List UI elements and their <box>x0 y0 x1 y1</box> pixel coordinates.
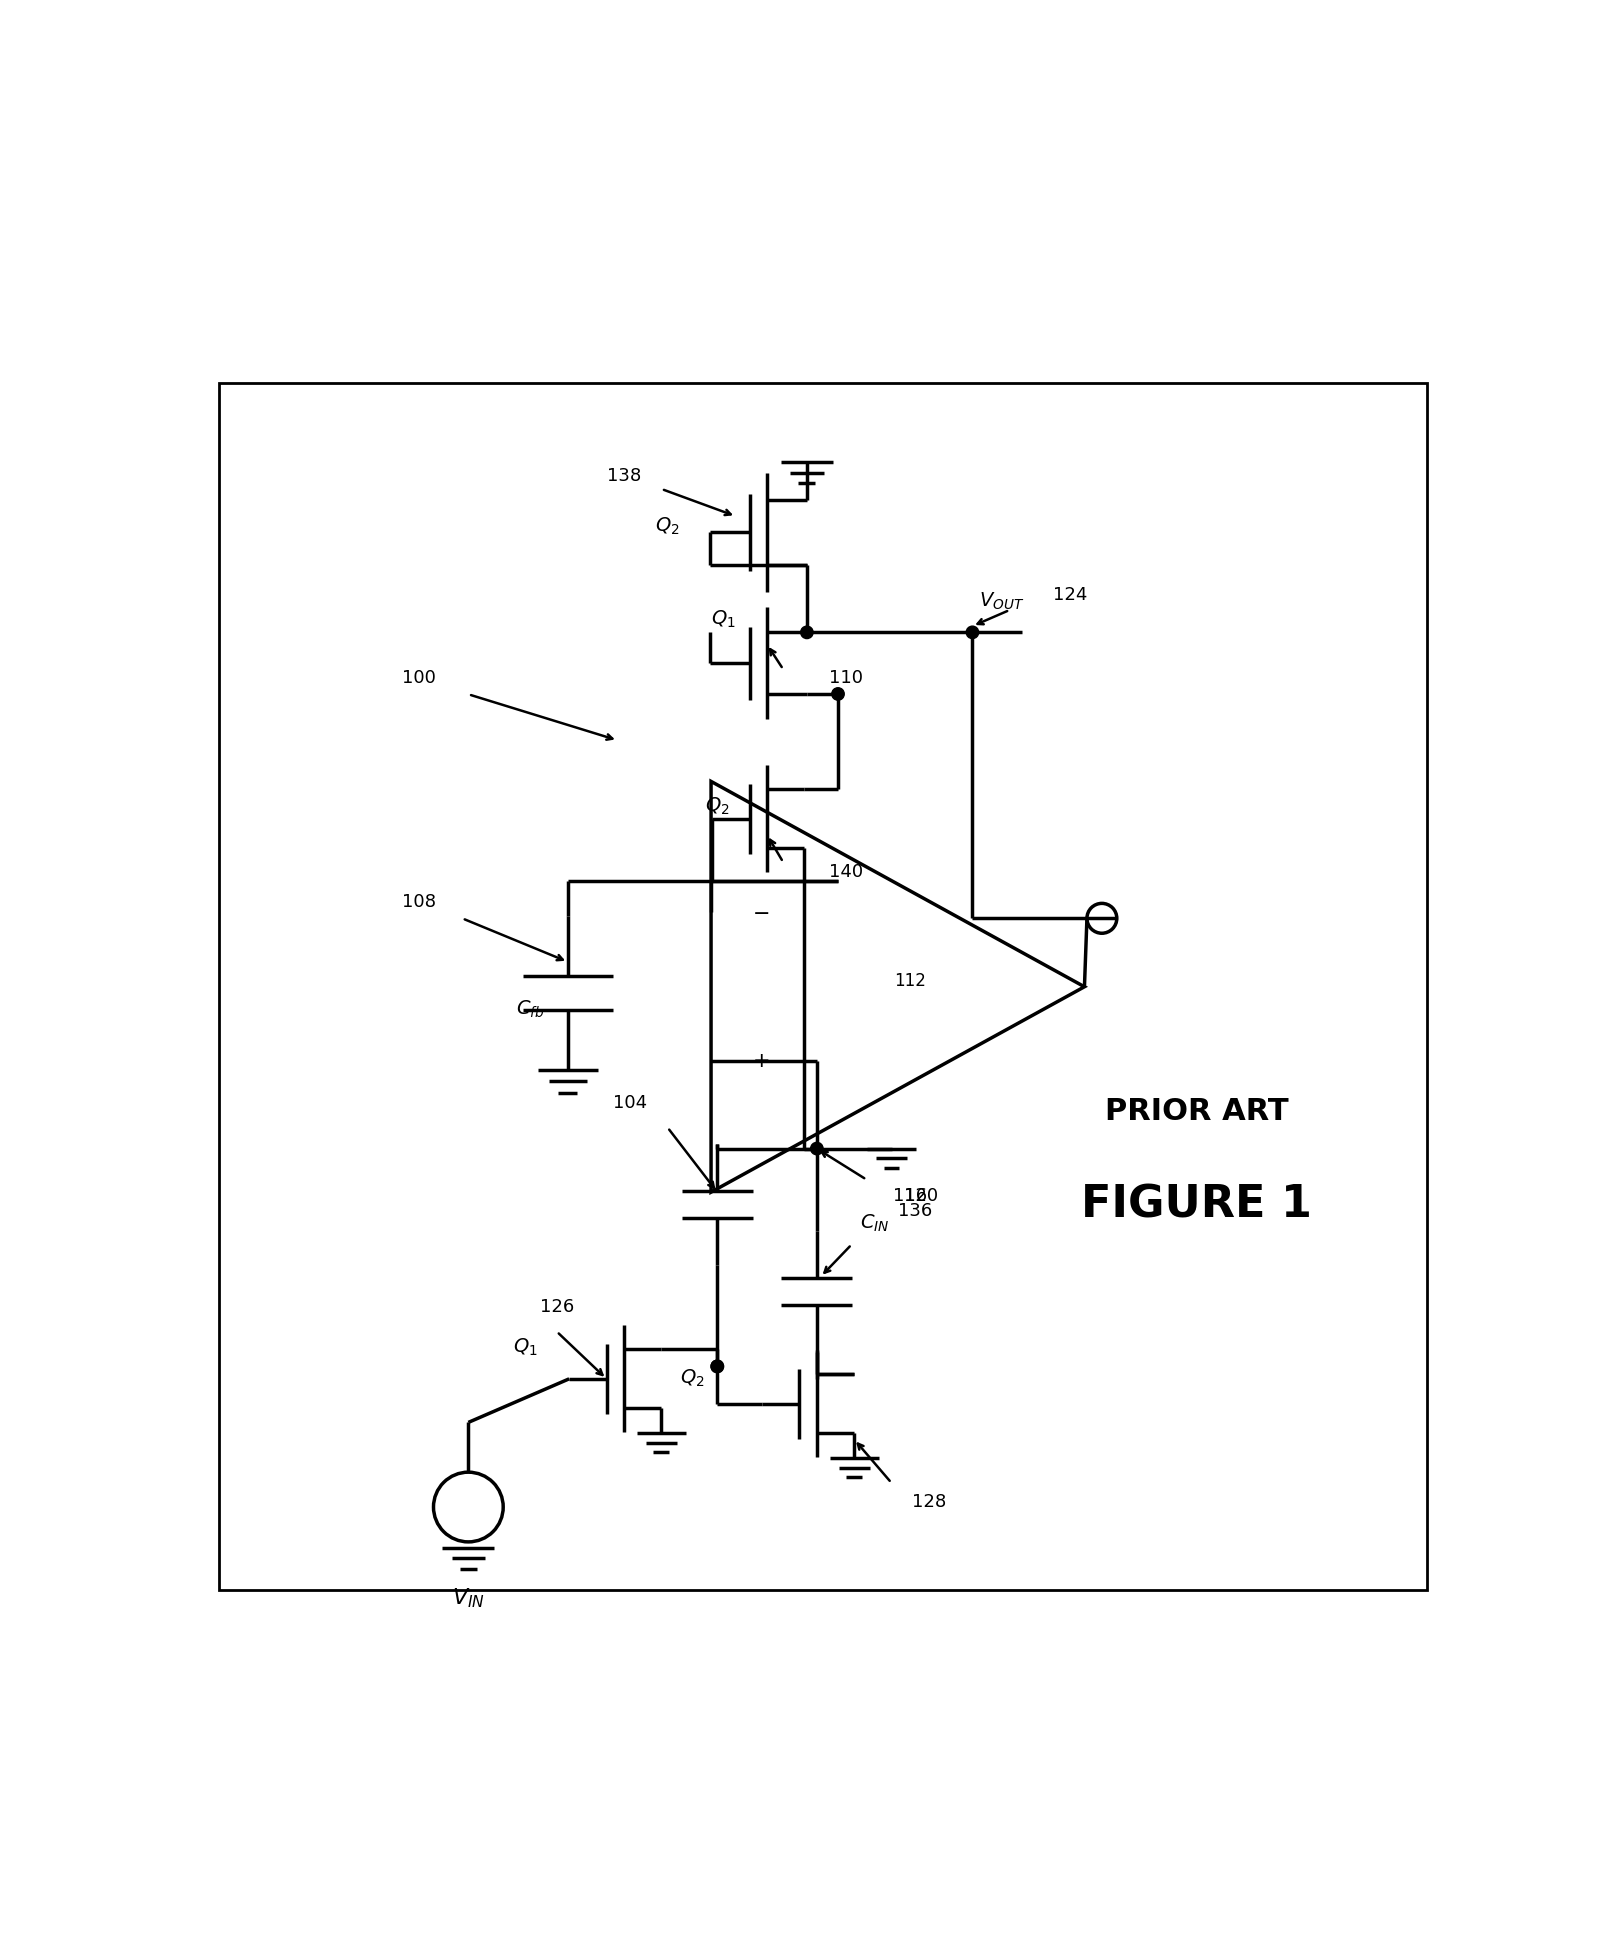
Text: 140: 140 <box>828 864 863 881</box>
Text: $C_{IN}$: $C_{IN}$ <box>860 1213 889 1233</box>
Text: $Q_2$: $Q_2$ <box>655 516 679 537</box>
Text: $C_{fb}$: $C_{fb}$ <box>515 998 544 1020</box>
Text: $V_{IN}$: $V_{IN}$ <box>451 1587 485 1610</box>
Circle shape <box>831 688 844 700</box>
Text: 138: 138 <box>607 467 640 485</box>
Text: 100: 100 <box>401 668 435 688</box>
Text: PRIOR ART: PRIOR ART <box>1104 1096 1287 1126</box>
Text: $Q_1$: $Q_1$ <box>514 1337 538 1358</box>
Text: 110: 110 <box>828 668 863 688</box>
Circle shape <box>801 625 812 639</box>
Text: FIGURE 1: FIGURE 1 <box>1080 1182 1311 1225</box>
Text: $-$: $-$ <box>751 903 769 922</box>
Text: 108: 108 <box>401 893 435 911</box>
Text: $V_{OUT}$: $V_{OUT}$ <box>977 590 1024 612</box>
Circle shape <box>711 1360 722 1372</box>
Text: $Q_2$: $Q_2$ <box>679 1368 705 1389</box>
Text: 104: 104 <box>613 1094 647 1112</box>
Text: 128: 128 <box>912 1493 945 1510</box>
Text: 136: 136 <box>897 1202 931 1219</box>
Circle shape <box>811 1143 823 1155</box>
Text: 116: 116 <box>892 1186 926 1206</box>
Text: 120: 120 <box>904 1186 937 1206</box>
Text: 112: 112 <box>894 971 926 989</box>
Circle shape <box>711 1360 722 1372</box>
Text: $Q_1$: $Q_1$ <box>711 610 735 631</box>
Circle shape <box>966 625 977 639</box>
Text: 126: 126 <box>539 1297 573 1315</box>
Text: $Q_2$: $Q_2$ <box>705 795 729 817</box>
Text: $+$: $+$ <box>751 1051 769 1071</box>
Text: 124: 124 <box>1053 586 1087 604</box>
